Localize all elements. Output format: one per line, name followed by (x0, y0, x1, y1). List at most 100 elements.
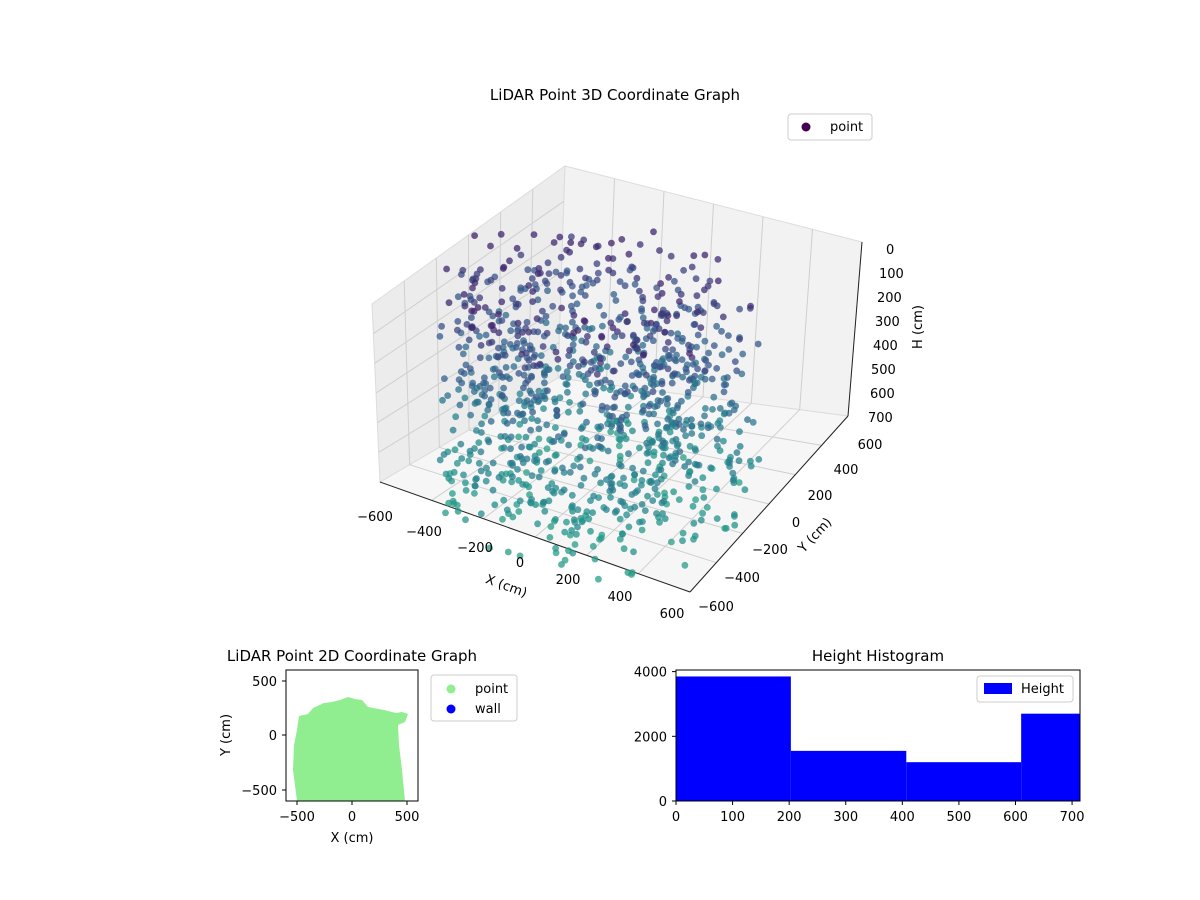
y-axis-3d (689, 415, 849, 593)
cloud-point (641, 384, 649, 392)
cloud-point (524, 266, 532, 274)
cloud-point (503, 420, 511, 427)
cloud-point (460, 291, 468, 298)
cloud-point (576, 463, 584, 471)
cloud-point (616, 515, 624, 523)
cloud-point (688, 422, 696, 430)
plot-3d-title: LiDAR Point 3D Coordinate Graph (490, 86, 740, 104)
cloud-point (673, 442, 681, 450)
grid-line (654, 191, 665, 391)
cloud-point (568, 527, 575, 534)
cloud-point (566, 468, 574, 476)
cloud-point (462, 516, 469, 524)
y-tick-3d: −200 (752, 543, 788, 558)
cloud-point (628, 491, 636, 498)
cloud-point (569, 507, 576, 515)
legend-histogram-label: Height (1021, 682, 1064, 697)
cloud-point (618, 332, 626, 340)
cloud-point (679, 529, 687, 537)
cloud-point (525, 328, 533, 336)
cloud-point (660, 451, 667, 459)
cloud-point (489, 365, 497, 373)
cloud-point (736, 443, 744, 450)
cloud-point (603, 363, 611, 370)
cloud-point (542, 319, 550, 327)
grid-line (468, 234, 470, 431)
cloud-point (486, 544, 493, 552)
cloud-point (487, 242, 494, 250)
cloud-point (555, 433, 562, 441)
cloud-point (681, 463, 689, 470)
cloud-point (569, 292, 576, 300)
cloud-point (676, 298, 683, 305)
cloud-point (624, 569, 632, 576)
cloud-point (599, 322, 606, 330)
cloud-point (688, 416, 695, 423)
cloud-point (729, 476, 737, 484)
cloud-point (481, 392, 488, 400)
cloud-point (565, 408, 572, 416)
histogram-x-tick: 400 (890, 810, 915, 825)
cloud-point (713, 485, 720, 493)
cloud-point (651, 485, 659, 493)
cloud-point (582, 376, 589, 384)
cloud-point (708, 375, 716, 383)
cloud-point (705, 349, 712, 357)
cloud-point (693, 292, 701, 300)
cloud-point (638, 481, 645, 489)
y-tick-2d: −500 (241, 784, 277, 799)
cloud-point (625, 250, 633, 258)
cloud-point (557, 272, 565, 279)
cloud-point (644, 459, 652, 467)
cloud-point (668, 379, 676, 387)
cloud-point (504, 409, 512, 417)
cloud-point (728, 399, 736, 407)
cloud-point (550, 437, 558, 445)
cloud-point (594, 434, 602, 442)
cloud-point (451, 446, 459, 454)
cloud-point (657, 397, 665, 405)
cloud-point (710, 342, 718, 349)
cloud-point (570, 329, 578, 337)
cloud-point (485, 308, 493, 316)
point-cloud-3d (436, 228, 763, 583)
cloud-point (608, 484, 615, 491)
cloud-point (467, 296, 475, 303)
x-tick-3d: 600 (660, 607, 685, 622)
z-tick-3d: 600 (870, 387, 895, 402)
cloud-point (624, 403, 632, 411)
cloud-point (658, 357, 666, 365)
legend-marker-point (801, 122, 811, 132)
histogram-x-ticks: 0 100 200 300 400 500 600 700 (672, 801, 1085, 825)
cloud-point (664, 312, 672, 319)
cloud-point (655, 431, 662, 438)
cloud-point (524, 377, 532, 384)
x-tick-3d: 400 (608, 590, 633, 605)
cloud-point (735, 479, 743, 486)
cloud-point (610, 367, 618, 375)
cloud-point (497, 230, 505, 238)
cloud-point (613, 507, 620, 515)
histogram-y-tick: 4000 (634, 666, 667, 681)
cloud-point (724, 374, 731, 381)
cloud-point (697, 420, 705, 428)
cloud-point (569, 549, 577, 557)
histogram-bar (1021, 713, 1080, 801)
cloud-point (749, 418, 757, 426)
cloud-point (520, 340, 528, 347)
cloud-point (439, 396, 446, 404)
cloud-point (718, 351, 726, 359)
cloud-point (706, 277, 714, 285)
cloud-point (461, 394, 469, 402)
histogram-x-tick: 700 (1060, 810, 1085, 825)
cloud-point (725, 346, 733, 353)
cloud-point (551, 395, 558, 403)
cloud-point (554, 355, 562, 363)
cloud-point (638, 305, 645, 313)
cloud-point (741, 486, 749, 494)
cloud-point (577, 482, 585, 489)
cloud-point (654, 420, 661, 428)
histogram-frame (675, 669, 1081, 802)
cloud-point (653, 284, 661, 292)
cloud-point (576, 408, 584, 415)
